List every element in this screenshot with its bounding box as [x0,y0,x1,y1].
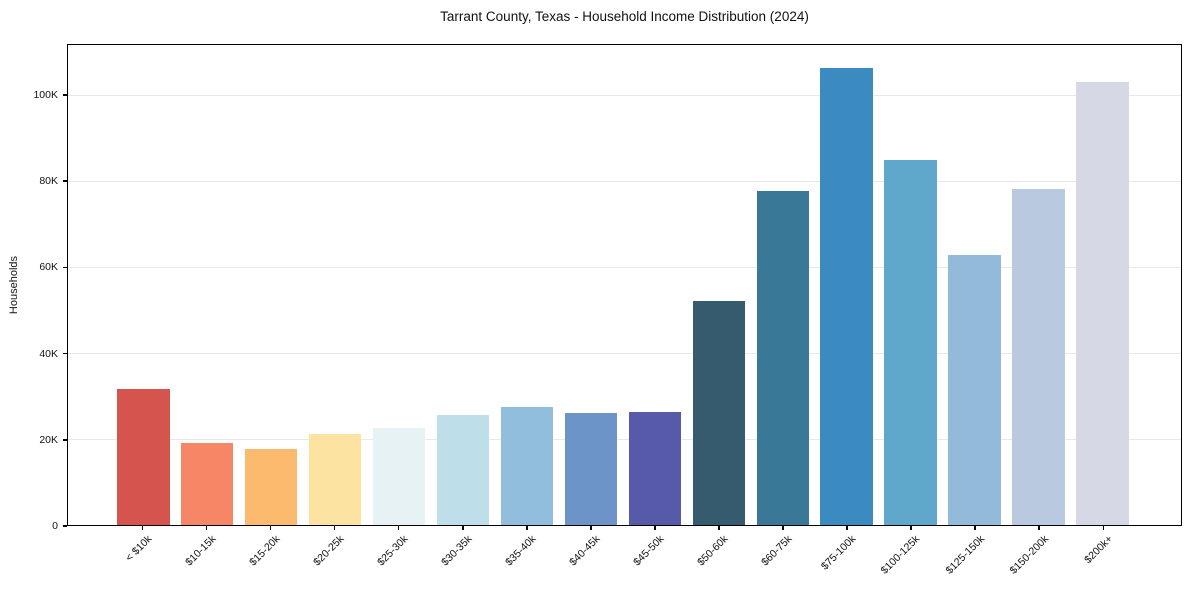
x-tick-label: $50-60k [695,533,731,569]
y-tick-label: 20K [39,433,58,446]
plot-area [67,44,1182,526]
bar [820,67,873,525]
x-tick-label: $35-40k [502,533,539,569]
x-tick-label: $100-125k [879,533,923,577]
x-tick [397,526,400,530]
x-tick-label: $25-30k [374,533,411,569]
bar [1012,188,1065,525]
x-tick [205,526,208,530]
bar [372,427,426,525]
x-tick [269,526,272,530]
bar [564,413,618,525]
bar [1076,81,1129,525]
x-tick-label: < $10k [122,533,154,564]
x-tick-label: $20-25k [310,533,347,569]
bar [948,255,1001,525]
y-tick [63,266,67,269]
x-tick [462,526,464,530]
gridline [68,181,1181,183]
gridline [68,95,1181,97]
x-tick [141,526,144,530]
y-tick-label: 100K [33,88,58,101]
x-tick [846,526,848,530]
bar [117,388,170,525]
gridline [68,438,1181,440]
x-axis: < $10k $10-15k $15-20k $20-25k $25-30k $30-35… [67,526,1182,590]
y-tick-label: 60K [39,261,58,274]
x-tick [526,526,528,530]
bar [308,433,362,525]
x-tick [1102,526,1104,530]
x-tick-label: $30-35k [438,533,475,569]
gridline [68,266,1181,268]
x-tick-label: $150-200k [1007,533,1051,577]
x-tick-label: $75-100k [819,533,859,573]
y-axis: 0 20K 40K 60K 80K 100K [0,44,67,532]
y-tick [63,439,67,441]
x-tick [1038,526,1040,530]
y-tick-label: 80K [39,175,58,188]
x-tick [590,526,592,530]
bar [628,411,682,525]
x-tick-label: $10-15k [182,533,219,569]
bar [500,406,554,525]
x-tick-label: $200k+ [1081,533,1115,567]
bar [436,415,490,525]
x-tick [782,526,784,530]
x-tick-label: $60-75k [759,533,795,569]
chart-title: Tarrant County, Texas - Household Income… [440,9,809,24]
x-tick-label: $125-150k [943,533,987,577]
bar [692,301,745,525]
bar [756,191,809,525]
x-tick [333,526,336,530]
x-tick-label: $15-20k [246,533,283,569]
gridline [68,352,1181,354]
x-tick [910,526,912,530]
x-tick [718,526,720,530]
x-tick [974,526,976,530]
y-tick [63,352,67,355]
bar [884,160,937,525]
y-tick [63,94,67,96]
bar [181,442,234,525]
bar [245,449,298,525]
y-tick-label: 40K [39,347,58,360]
y-tick [63,525,67,527]
y-tick-label: 0 [52,520,58,532]
x-tick [654,526,656,530]
x-tick-label: $45-50k [631,533,667,569]
x-tick-label: $40-45k [567,533,603,569]
y-tick [63,180,67,182]
